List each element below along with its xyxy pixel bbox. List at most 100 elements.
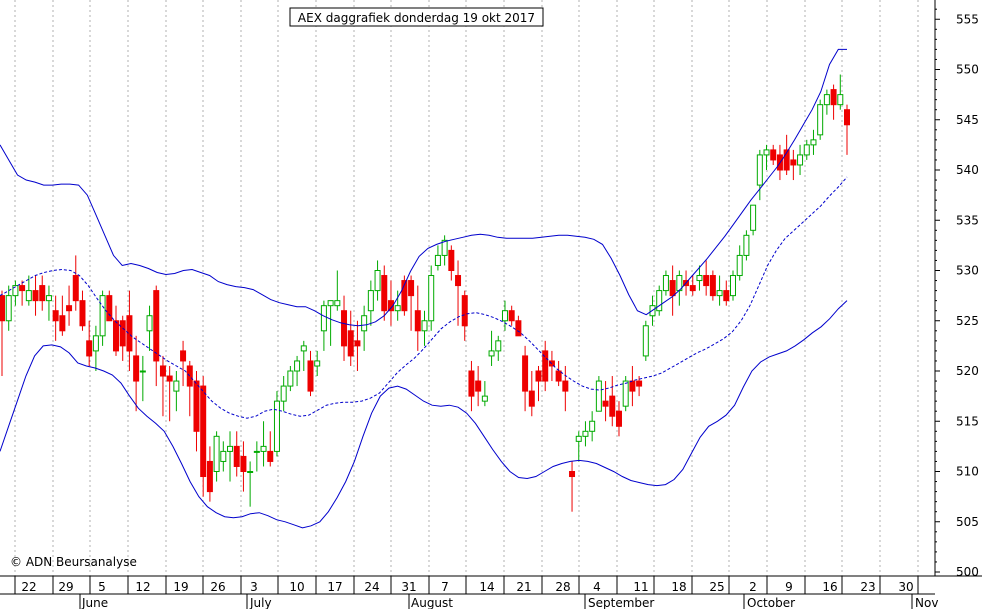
candle-body-66	[441, 239, 448, 256]
x-month-label-4: October	[747, 596, 795, 609]
candle-body-31	[206, 460, 213, 493]
x-tick-label-14: 28	[555, 580, 570, 594]
candle-body-105	[703, 275, 710, 287]
candle-body-29	[193, 380, 200, 432]
y-tick-label-505: 505	[956, 515, 979, 529]
candle-body-42	[280, 385, 287, 402]
candle-body-79	[528, 390, 535, 407]
candle-body-27	[180, 350, 187, 362]
candle-body-76	[508, 310, 515, 322]
candle-body-54	[361, 315, 368, 332]
candle-body-124	[830, 89, 837, 106]
candle-body-98	[656, 290, 663, 312]
candle-body-112	[750, 204, 757, 231]
x-tick-label-19: 2	[749, 580, 757, 594]
candle-body-80	[535, 370, 542, 382]
candle-body-20	[133, 355, 140, 382]
candle-body-6	[39, 285, 46, 302]
x-tick-label-13: 21	[516, 580, 531, 594]
series-layer	[0, 48, 850, 529]
candle-body-52	[347, 330, 354, 357]
x-tick-label-15: 4	[593, 580, 601, 594]
x-tick-label-16: 11	[633, 580, 648, 594]
candle-body-49	[327, 300, 334, 307]
candle-body-61	[408, 280, 415, 297]
candle-body-57	[381, 275, 388, 312]
candle-body-119	[797, 154, 804, 166]
candle-body-69	[461, 295, 468, 327]
x-tick-label-6: 3	[250, 580, 258, 594]
x-month-label-5: Nov	[915, 596, 938, 609]
candle-body-100	[669, 280, 676, 297]
candle-body-55	[367, 290, 374, 312]
candle-body-93	[622, 380, 629, 407]
candle-body-11	[72, 275, 79, 302]
x-tick-label-5: 26	[210, 580, 225, 594]
upper-band-line	[0, 48, 847, 327]
candle-body-71	[475, 380, 482, 392]
candle-body-3	[19, 285, 26, 292]
candle-body-33	[220, 450, 227, 462]
candle-body-39	[260, 445, 267, 452]
chart-title-box	[289, 7, 544, 27]
candle-body-40	[267, 450, 274, 462]
y-tick-label-555: 555	[956, 12, 979, 26]
candle-body-24	[159, 365, 166, 377]
candle-body-48	[320, 305, 327, 332]
candle-body-36	[240, 455, 247, 472]
candle-body-4	[25, 290, 32, 302]
candle-body-28	[186, 365, 193, 387]
candle-body-84	[562, 380, 569, 392]
candle-body-43	[287, 370, 294, 387]
candle-body-114	[763, 149, 770, 156]
candle-body-23	[153, 290, 160, 362]
candle-body-5	[32, 290, 39, 302]
candle-body-86	[575, 435, 582, 442]
candle-body-25	[166, 375, 173, 382]
candle-body-15	[99, 295, 106, 337]
candle-body-12	[79, 300, 86, 327]
candle-body-89	[595, 380, 602, 412]
candle-body-81	[542, 350, 549, 382]
candle-body-9	[59, 315, 66, 332]
x-tick-label-21: 16	[822, 580, 837, 594]
candle-body-113	[756, 154, 763, 186]
candle-body-14	[92, 335, 99, 352]
candle-body-59	[394, 305, 401, 312]
grid-lines	[14, 0, 919, 576]
candle-body-104	[696, 275, 703, 282]
candle-body-46	[307, 360, 314, 392]
x-tick-label-7: 10	[289, 580, 304, 594]
candle-body-78	[522, 355, 529, 392]
candle-body-60	[401, 280, 408, 312]
y-tick-label-535: 535	[956, 213, 979, 227]
candle-body-8	[52, 310, 59, 322]
candle-body-37	[247, 471, 254, 473]
x-month-label-2: August	[411, 596, 453, 609]
y-tick-label-545: 545	[956, 113, 979, 127]
candle-body-63	[421, 320, 428, 332]
candle-body-68	[455, 275, 462, 287]
candle-body-94	[629, 380, 636, 392]
x-tick-label-8: 17	[327, 580, 342, 594]
candle-body-73	[488, 350, 495, 357]
y-tick-label-550: 550	[956, 63, 979, 77]
candle-body-17	[113, 320, 120, 352]
candle-body-44	[294, 360, 301, 372]
x-tick-label-23: 30	[898, 580, 913, 594]
x-tick-label-3: 12	[135, 580, 150, 594]
candle-body-38	[253, 450, 260, 453]
candle-body-110	[736, 254, 743, 277]
candle-body-99	[662, 275, 669, 292]
x-tick-label-17: 18	[671, 580, 686, 594]
candle-body-18	[119, 320, 126, 347]
candle-body-95	[636, 380, 643, 387]
candle-body-1	[5, 295, 12, 322]
candle-body-77	[515, 320, 522, 337]
candle-body-74	[495, 340, 502, 352]
candle-body-13	[86, 340, 93, 357]
candle-body-41	[273, 400, 280, 452]
candle-body-26	[173, 380, 180, 392]
